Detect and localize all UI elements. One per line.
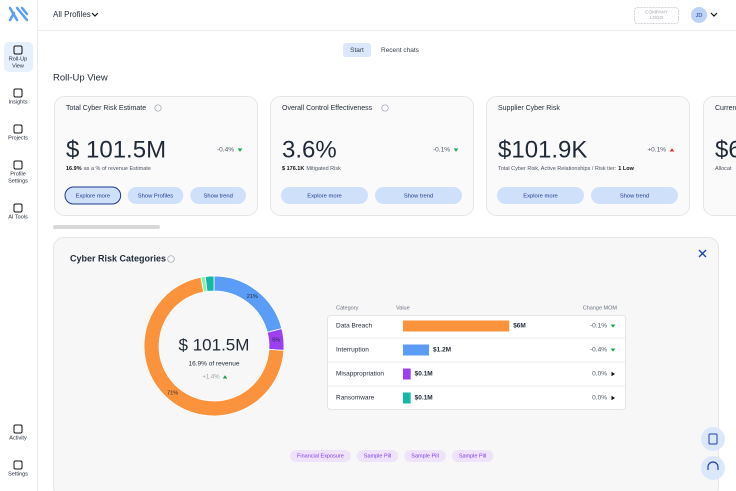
card-value: $ 101.5M xyxy=(66,136,166,163)
nav-label[interactable]: Settings xyxy=(8,178,28,184)
tab[interactable]: Start xyxy=(350,47,364,54)
row-change: 0.0% xyxy=(592,395,607,402)
value-label: $1.2M xyxy=(433,347,451,354)
donut-label: 5% xyxy=(272,338,280,344)
donut-center-value: $ 101.5M xyxy=(179,335,250,354)
company-logo-text: LOGO xyxy=(650,15,664,20)
nav-label[interactable]: AI Tools xyxy=(8,214,28,220)
card-value: 3.6% xyxy=(282,136,337,163)
scrollbar[interactable] xyxy=(53,225,160,229)
card-button-label: Explore more xyxy=(523,193,557,199)
note-part: $ 176.1K xyxy=(282,166,304,172)
value-bar xyxy=(403,345,429,356)
card-title: Supplier Cyber Risk xyxy=(498,105,560,112)
donut-segment xyxy=(205,276,214,291)
card-change: -0.4% xyxy=(217,147,234,154)
nav-label[interactable]: Insights xyxy=(9,99,28,105)
card-title: Overall Control Effectiveness xyxy=(282,105,373,112)
column-header: Value xyxy=(396,305,410,311)
page-title: Roll-Up View xyxy=(53,73,108,84)
value-bar xyxy=(403,369,411,380)
note-part: Mitigated Risk xyxy=(306,166,341,172)
avatar-initials: JD xyxy=(696,13,703,19)
value-label: $0.1M xyxy=(415,371,433,378)
row-category: Data Breach xyxy=(336,323,373,330)
donut-center-change: +1.4% xyxy=(202,375,220,381)
pill-label: Sample Pill xyxy=(459,453,487,459)
row-category: Interruption xyxy=(336,347,369,354)
card-value: $6 xyxy=(715,136,736,163)
row-category: Ransomware xyxy=(336,395,375,402)
value-bar xyxy=(403,321,509,332)
panel-title: Cyber Risk Categories xyxy=(70,253,166,263)
card-value: $101.9K xyxy=(498,136,587,163)
pill-label: Financial Exposure xyxy=(297,453,344,459)
note-part: 16.9% xyxy=(66,166,82,172)
pill-label: Sample Pill xyxy=(411,453,439,459)
pill-label: Sample Pill xyxy=(364,453,392,459)
card-title: Curren xyxy=(715,105,736,112)
card-button-label: Explore more xyxy=(76,193,110,199)
row-change: -0.4% xyxy=(590,347,607,354)
card-note: $ 176.1KMitigated Risk xyxy=(282,166,341,172)
note-part: as a % of revenue Estimate xyxy=(84,166,151,172)
nav-label[interactable]: Settings xyxy=(8,471,28,477)
card-note: 16.9%as a % of revenue Estimate xyxy=(66,166,151,172)
value-bar xyxy=(403,393,411,404)
donut-label: 21% xyxy=(247,294,258,300)
card-title: Total Cyber Risk Estimate xyxy=(66,105,146,112)
note-part: Allocat xyxy=(715,166,732,172)
row-category: Misappropriation xyxy=(336,371,384,378)
card-button-label: Explore more xyxy=(307,193,341,199)
nav-label[interactable]: Activity xyxy=(9,435,27,441)
card-note: Total Cyber Risk, Active Relationships /… xyxy=(498,166,635,172)
donut-center-note: 16.9% of revenue xyxy=(189,361,240,368)
nav-label[interactable]: Profile xyxy=(10,171,26,177)
fab-notes[interactable] xyxy=(701,427,725,451)
value-label: $0.1M xyxy=(415,395,433,402)
card-button-label: Show Profiles xyxy=(138,193,174,199)
nav-label[interactable]: View xyxy=(12,63,24,69)
column-header: Category xyxy=(336,305,359,311)
tab[interactable]: Recent chats xyxy=(381,47,420,54)
card-button-label: Show trend xyxy=(204,193,233,199)
note-part: Total Cyber Risk, Active Relationships /… xyxy=(498,166,617,172)
note-part: 1 Low xyxy=(618,166,634,172)
card-change: +0.1% xyxy=(647,147,666,154)
nav-label[interactable]: Roll-Up xyxy=(9,56,27,62)
card-change: -0.1% xyxy=(433,147,450,154)
card-button-label: Show trend xyxy=(620,193,649,199)
profile-selector[interactable]: All Profiles xyxy=(53,10,91,19)
company-logo-text: COMPANY xyxy=(645,10,667,15)
nav-label[interactable]: Projects xyxy=(8,135,28,141)
value-label: $6M xyxy=(513,323,526,330)
row-change: 0.0% xyxy=(592,371,607,378)
fab-support[interactable] xyxy=(701,456,725,480)
donut-label: 71% xyxy=(167,390,178,396)
card-button-label: Show trend xyxy=(404,193,433,199)
card-note: Allocat xyxy=(715,166,732,172)
column-header: Change MOM xyxy=(583,305,618,311)
row-change: -0.1% xyxy=(590,323,607,330)
